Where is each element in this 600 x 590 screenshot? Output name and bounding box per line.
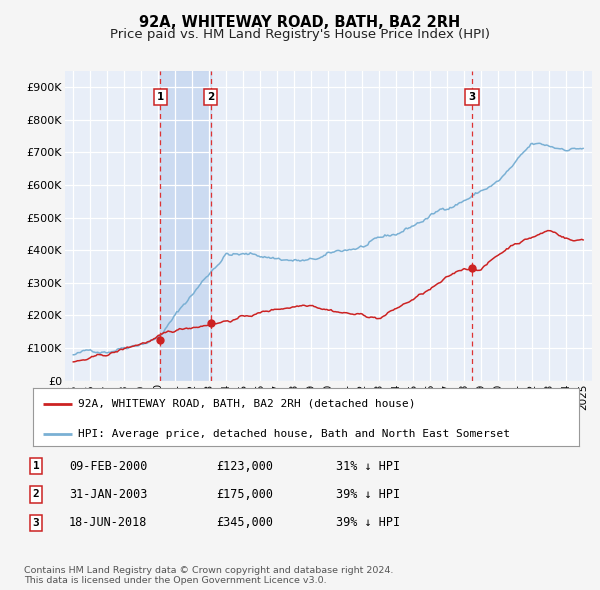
Bar bbox=[160, 71, 211, 381]
Text: Contains HM Land Registry data © Crown copyright and database right 2024.
This d: Contains HM Land Registry data © Crown c… bbox=[24, 566, 394, 585]
Text: 39% ↓ HPI: 39% ↓ HPI bbox=[336, 516, 400, 529]
Text: £123,000: £123,000 bbox=[216, 460, 273, 473]
Text: 3: 3 bbox=[469, 92, 476, 102]
Text: 18-JUN-2018: 18-JUN-2018 bbox=[69, 516, 148, 529]
Text: 92A, WHITEWAY ROAD, BATH, BA2 2RH (detached house): 92A, WHITEWAY ROAD, BATH, BA2 2RH (detac… bbox=[78, 399, 415, 409]
Text: 2: 2 bbox=[207, 92, 214, 102]
Text: 1: 1 bbox=[32, 461, 40, 471]
Text: 2: 2 bbox=[32, 490, 40, 499]
Text: HPI: Average price, detached house, Bath and North East Somerset: HPI: Average price, detached house, Bath… bbox=[78, 430, 510, 440]
Text: 31% ↓ HPI: 31% ↓ HPI bbox=[336, 460, 400, 473]
Text: 39% ↓ HPI: 39% ↓ HPI bbox=[336, 488, 400, 501]
Text: Price paid vs. HM Land Registry's House Price Index (HPI): Price paid vs. HM Land Registry's House … bbox=[110, 28, 490, 41]
Text: 09-FEB-2000: 09-FEB-2000 bbox=[69, 460, 148, 473]
Text: 31-JAN-2003: 31-JAN-2003 bbox=[69, 488, 148, 501]
Text: 1: 1 bbox=[157, 92, 164, 102]
Text: 3: 3 bbox=[32, 518, 40, 527]
Text: £175,000: £175,000 bbox=[216, 488, 273, 501]
Text: 92A, WHITEWAY ROAD, BATH, BA2 2RH: 92A, WHITEWAY ROAD, BATH, BA2 2RH bbox=[139, 15, 461, 30]
Text: £345,000: £345,000 bbox=[216, 516, 273, 529]
